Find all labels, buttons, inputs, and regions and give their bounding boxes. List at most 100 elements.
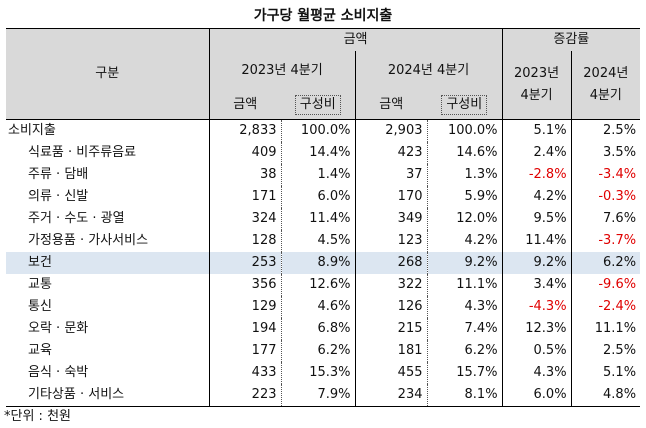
row-label: 의류 · 신발: [6, 186, 210, 208]
cell-c23: 9.2%: [502, 252, 572, 274]
share-2024-header: 구성비: [427, 91, 503, 120]
cell-s23: 12.6%: [281, 274, 356, 296]
cell-c24: 2.5%: [571, 119, 641, 142]
cell-a24: 423: [355, 142, 428, 164]
table-row: 보건 253 8.9% 268 9.2% 9.2% 6.2%: [6, 252, 641, 274]
cell-c24: 2.5%: [603, 343, 637, 358]
table-row: 주류 · 담배 38 1.4% 37 1.3% -2.8% -3.4%: [6, 164, 640, 186]
cell-c24: 3.5%: [603, 145, 637, 160]
cell-s23: 4.5%: [281, 230, 356, 252]
row-label: 교통: [6, 274, 210, 296]
cell-s24: 8.1%: [427, 384, 503, 407]
cell-c23: 6.0%: [502, 384, 572, 407]
cell-a24: 123: [355, 230, 428, 252]
table-row: 교통 356 12.6% 322 11.1% 3.4% -9.6%: [6, 274, 640, 296]
cell-s23: 6.0%: [281, 186, 356, 208]
cell-s23: 100.0%: [281, 119, 356, 142]
table-title: 가구당 월평균 소비지출: [253, 8, 393, 24]
cell-c24: -9.6%: [598, 277, 637, 292]
table-row: 가정용품 · 가사서비스 128 4.5% 123 4.2% 11.4% -3.7%: [6, 230, 640, 252]
cell-a24: 322: [355, 274, 428, 296]
q2023-change-header: 2023년 4분기: [502, 51, 572, 120]
cell-c23: 0.5%: [502, 340, 572, 362]
cell-a24: 215: [355, 318, 428, 340]
cell-s24: 15.7%: [427, 362, 503, 384]
cell-a24: 170: [355, 186, 428, 208]
row-label: 주류 · 담배: [6, 164, 210, 186]
share-2023-header: 구성비: [281, 91, 356, 120]
row-label: 통신: [6, 296, 210, 318]
table-row: 의류 · 신발 171 6.0% 170 5.9% 4.2% -0.3%: [6, 186, 640, 208]
q2024-header: 2024년 4분기: [355, 51, 503, 91]
cell-a24: 126: [355, 296, 428, 318]
cell-c23: 11.4%: [502, 230, 572, 252]
row-label: 보건: [6, 252, 210, 274]
table-row: 소비지출 2,833 100.0% 2,903 100.0% 5.1% 2.5%: [6, 119, 641, 142]
table-row: 통신 129 4.6% 126 4.3% -4.3% -2.4%: [6, 296, 640, 318]
consumption-table: 구분 금액 증감률 2023년 4분기 2024년 4분기 2023년 4분기 …: [6, 28, 641, 407]
cell-s24: 6.2%: [427, 340, 503, 362]
cell-a24: 181: [355, 340, 428, 362]
table-row: 식료품 · 비주류음료 409 14.4% 423 14.6% 2.4% 3.5%: [6, 142, 640, 164]
cell-s24: 14.6%: [427, 142, 503, 164]
cell-a23: 38: [209, 164, 282, 186]
cell-c23: -2.8%: [502, 164, 572, 186]
cell-a23: 128: [209, 230, 282, 252]
cell-c24: 6.2%: [571, 252, 641, 274]
cell-a24: 37: [355, 164, 428, 186]
cell-a23: 171: [209, 186, 282, 208]
cell-c24: 11.1%: [594, 321, 637, 336]
row-label: 주거 · 수도 · 광열: [6, 208, 210, 230]
cell-c24: -0.3%: [598, 189, 637, 204]
share-2023-label: 구성비: [294, 95, 341, 115]
cell-a23: 409: [209, 142, 282, 164]
cell-s24: 1.3%: [427, 164, 503, 186]
amount-2024-header: 금액: [355, 91, 427, 120]
cell-a23: 129: [209, 296, 282, 318]
cell-s24: 7.4%: [427, 318, 503, 340]
row-label: 기타상품 · 서비스: [6, 384, 210, 407]
cell-c23: -4.3%: [502, 296, 572, 318]
unit-note: *단위 : 천원: [4, 409, 71, 424]
cell-c23: 5.1%: [502, 119, 572, 142]
change-group-header: 증감률: [502, 28, 641, 51]
cell-s24: 4.2%: [427, 230, 503, 252]
cell-s23: 14.4%: [281, 142, 356, 164]
cell-c23: 4.3%: [502, 362, 572, 384]
cell-c23: 4.2%: [502, 186, 572, 208]
cell-c23: 2.4%: [502, 142, 572, 164]
cell-s24: 9.2%: [427, 252, 503, 274]
row-label: 식료품 · 비주류음료: [6, 142, 210, 164]
cell-s24: 4.3%: [427, 296, 503, 318]
cell-a24: 234: [355, 384, 428, 407]
q2023-header: 2023년 4분기: [209, 51, 356, 91]
row-label: 교육: [6, 340, 210, 362]
cell-a23: 356: [209, 274, 282, 296]
cell-s24: 100.0%: [427, 119, 503, 142]
cell-a23: 253: [209, 252, 282, 274]
table-row: 오락 · 문화 194 6.8% 215 7.4% 12.3% 11.1%: [6, 318, 640, 340]
q2024-change-header: 2024년 4분기: [571, 51, 641, 120]
cell-s23: 6.2%: [281, 340, 356, 362]
table-row: 교육 177 6.2% 181 6.2% 0.5% 2.5%: [6, 340, 640, 362]
cell-s24: 12.0%: [427, 208, 503, 230]
cell-s23: 1.4%: [281, 164, 356, 186]
cell-c24: -2.4%: [598, 299, 637, 314]
row-label: 오락 · 문화: [6, 318, 210, 340]
cell-a24: 455: [355, 362, 428, 384]
amount-2023-header: 금액: [209, 91, 281, 120]
cell-s23: 15.3%: [281, 362, 356, 384]
cell-s23: 6.8%: [281, 318, 356, 340]
cell-a24: 349: [355, 208, 428, 230]
cell-c23: 3.4%: [502, 274, 572, 296]
table-row: 기타상품 · 서비스 223 7.9% 234 8.1% 6.0% 4.8%: [6, 384, 641, 407]
table-row: 주거 · 수도 · 광열 324 11.4% 349 12.0% 9.5% 7.6%: [6, 208, 640, 230]
cell-c24: 7.6%: [603, 211, 637, 226]
cell-c23: 9.5%: [502, 208, 572, 230]
row-label: 소비지출: [6, 119, 210, 142]
cell-s24: 5.9%: [427, 186, 503, 208]
cell-a23: 223: [209, 384, 282, 407]
cell-c23: 12.3%: [502, 318, 572, 340]
row-label: 음식 · 숙박: [6, 362, 210, 384]
table-row: 음식 · 숙박 433 15.3% 455 15.7% 4.3% 5.1%: [6, 362, 640, 384]
